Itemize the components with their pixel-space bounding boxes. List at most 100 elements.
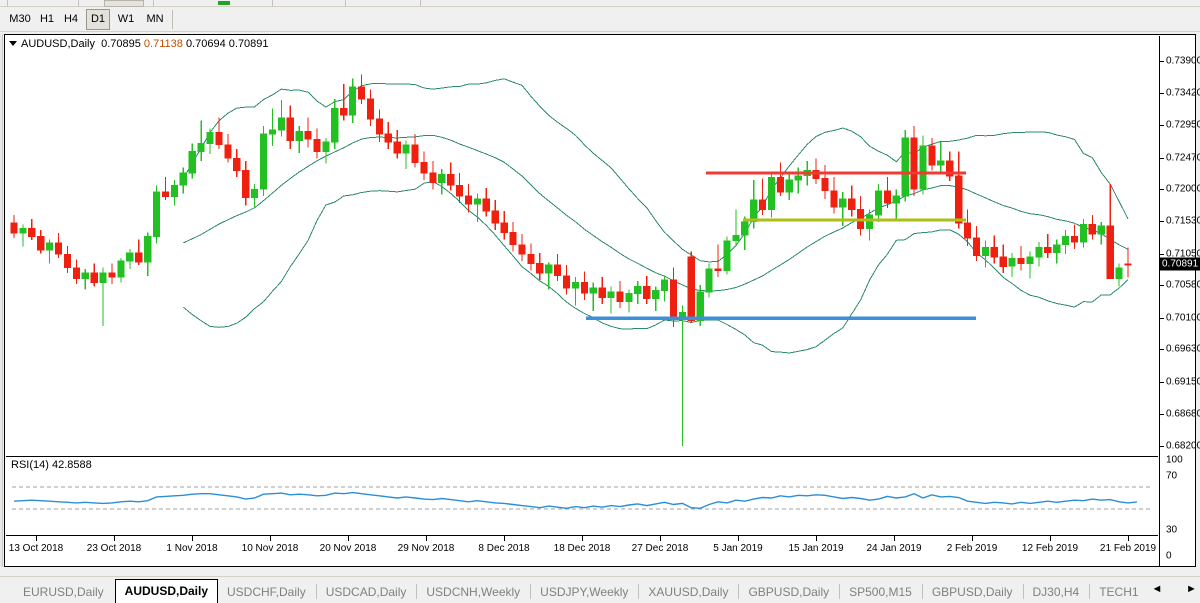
price-pane[interactable] <box>6 36 1158 454</box>
candle <box>848 185 856 217</box>
candle <box>170 179 178 206</box>
candle <box>117 258 125 283</box>
chart-tab-xauusd-daily[interactable]: XAUUSD,Daily <box>648 585 729 599</box>
candle <box>144 232 152 276</box>
candle <box>509 221 517 252</box>
price-label: 0.71530 <box>1166 215 1200 227</box>
tab-separator <box>738 584 740 599</box>
bollinger-upper-band <box>182 78 1129 263</box>
rsi-scale-label: 0 <box>1166 550 1172 562</box>
candle <box>126 248 134 269</box>
ohlc-low: 0.70694 <box>185 38 226 50</box>
chart-tab-tech1[interactable]: TECH1 <box>1099 585 1139 599</box>
rsi-scale-label: 30 <box>1166 524 1178 536</box>
candle <box>393 129 401 159</box>
candle <box>464 183 473 213</box>
date-tick <box>114 536 115 541</box>
candle <box>981 240 990 268</box>
toolbar-separator <box>7 0 8 7</box>
toolbar-button[interactable] <box>104 0 144 7</box>
date-tick <box>426 536 427 541</box>
candle <box>482 188 490 217</box>
candle <box>928 138 936 171</box>
chart-tab-bar: EURUSD,Daily AUDUSD,Daily USDCHF,Daily USDC… <box>0 576 1200 603</box>
candle <box>723 236 731 275</box>
candle <box>571 277 580 306</box>
candle <box>108 263 116 284</box>
candle <box>215 117 223 149</box>
tab-scroll-right-arrow[interactable]: ► <box>1186 583 1197 595</box>
timeframe-w1[interactable]: W1 <box>117 13 135 25</box>
date-tick <box>816 536 817 541</box>
date-label: 21 Feb 2019 <box>1099 543 1157 554</box>
candle <box>964 209 972 247</box>
candle <box>687 251 695 324</box>
tab-separator <box>530 584 532 599</box>
candle <box>473 193 482 222</box>
date-label: 29 Nov 2018 <box>397 543 455 554</box>
candle <box>188 143 196 179</box>
chart-tab-gbpusd-daily[interactable]: GBPUSD,Daily <box>748 585 830 599</box>
date-tick <box>504 536 505 541</box>
timeframe-h4[interactable]: H4 <box>63 13 79 25</box>
tab-scroll-left-arrow[interactable]: ◄ <box>1151 583 1163 595</box>
candle <box>286 105 294 149</box>
candle <box>1008 252 1016 278</box>
chart-tab-sp500-m15[interactable]: SP500,M15 <box>849 585 912 599</box>
candle <box>883 177 892 209</box>
candle <box>90 263 98 287</box>
candle <box>250 183 259 207</box>
chart-tab-audusd-daily[interactable]: AUDUSD,Daily <box>114 579 219 603</box>
candle <box>81 269 89 290</box>
price-axis[interactable]: 0.73900 0.73420 0.72950 0.72470 0.72000 0.715… <box>1159 36 1200 566</box>
candle <box>37 229 45 254</box>
tab-separator <box>839 584 841 599</box>
date-label: 5 Jan 2019 <box>713 543 763 554</box>
timeframe-m30[interactable]: M30 <box>9 13 31 25</box>
toolbar-separator <box>153 0 154 7</box>
candle <box>678 305 687 446</box>
price-label: 0.69630 <box>1166 343 1200 355</box>
candle <box>643 275 651 305</box>
chart-tab-gbpusd-daily[interactable]: GBPUSD,Daily <box>931 585 1013 599</box>
candle <box>28 219 36 240</box>
chart-tab-dj30-h4[interactable]: DJ30,H4 <box>1032 585 1080 599</box>
timeframe-d1[interactable]: D1 <box>86 9 110 30</box>
candle <box>161 177 170 201</box>
collapse-triangle-icon[interactable] <box>9 40 17 46</box>
toolbar-separator <box>420 0 421 7</box>
candle <box>420 151 428 180</box>
chart-tab-usdjpy-weekly[interactable]: USDJPY,Weekly <box>540 585 629 599</box>
date-label: 2 Feb 2019 <box>946 543 998 554</box>
candle <box>46 239 54 264</box>
candle <box>55 233 63 259</box>
chart-canvas-window[interactable]: AUDUSD,Daily 0.70895 0.71138 0.70694 0.7… <box>4 34 1200 567</box>
chart-tab-eurusd-daily[interactable]: EURUSD,Daily <box>23 585 104 599</box>
price-tick <box>1160 446 1164 447</box>
price-tick <box>1160 125 1164 127</box>
rsi-line <box>13 491 1137 510</box>
chart-symbol-label: AUDUSD,Daily <box>21 38 95 50</box>
candle <box>259 125 268 197</box>
candle <box>295 125 303 153</box>
toolbar-separator <box>345 0 346 7</box>
price-tick <box>1160 93 1164 95</box>
chart-tab-usdchf-daily[interactable]: USDCHF,Daily <box>227 585 306 599</box>
candle <box>946 151 954 182</box>
candle <box>821 165 829 199</box>
chart-tab-usdcad-daily[interactable]: USDCAD,Daily <box>325 585 407 599</box>
candle <box>135 239 143 265</box>
rsi-pane[interactable]: RSI(14) 42.8588 <box>6 456 1158 534</box>
timeframe-h1[interactable]: H1 <box>39 13 55 25</box>
timeframe-mn[interactable]: MN <box>146 13 164 25</box>
candle <box>1044 233 1052 259</box>
date-tick <box>582 536 583 541</box>
chart-tab-usdcnh-weekly[interactable]: USDCNH,Weekly <box>426 585 521 599</box>
candle <box>500 210 508 240</box>
candle <box>545 262 553 290</box>
candle <box>348 78 357 124</box>
candle <box>767 171 776 218</box>
candle <box>812 158 820 184</box>
candle <box>785 171 793 201</box>
